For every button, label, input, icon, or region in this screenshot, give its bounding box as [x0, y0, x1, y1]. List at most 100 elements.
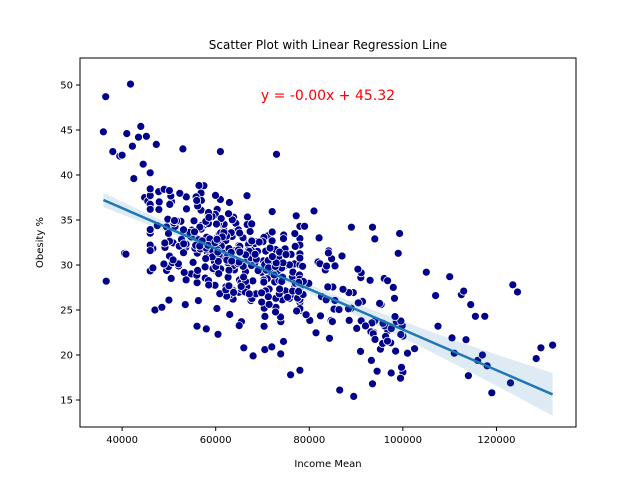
y-tick-label: 35: [60, 216, 73, 227]
data-point: [480, 311, 490, 321]
data-point: [192, 278, 202, 288]
data-point: [370, 234, 380, 244]
data-point: [513, 287, 522, 297]
data-point: [366, 355, 376, 365]
y-tick-label: 25: [60, 306, 73, 317]
data-point: [391, 346, 401, 356]
data-point: [204, 280, 214, 290]
data-point: [224, 198, 234, 207]
data-point: [267, 207, 277, 217]
data-point: [122, 129, 132, 139]
data-point: [179, 239, 189, 249]
chart-title: Scatter Plot with Linear Regression Line: [209, 38, 447, 52]
data-point: [506, 378, 515, 388]
data-point: [248, 276, 258, 286]
data-point: [390, 293, 399, 303]
data-point: [275, 284, 285, 294]
data-point: [263, 292, 273, 302]
data-point: [151, 139, 161, 149]
y-tick-label: 30: [60, 261, 73, 272]
data-point: [188, 257, 198, 267]
data-point: [216, 214, 226, 224]
data-point: [159, 259, 169, 269]
data-point: [353, 264, 363, 274]
data-point: [192, 321, 202, 331]
data-point: [178, 144, 188, 154]
data-point: [290, 229, 300, 239]
data-point: [229, 287, 239, 297]
data-point: [194, 181, 204, 190]
data-point: [164, 186, 174, 196]
data-point: [286, 370, 296, 380]
data-point: [279, 234, 288, 244]
data-point: [295, 365, 305, 375]
data-point: [212, 219, 221, 229]
data-point: [403, 348, 412, 358]
data-point: [395, 229, 405, 238]
data-point: [166, 273, 176, 283]
axes: 40000 60000 80000 100000 120000 15 20 25 30 35 40 4…: [60, 81, 515, 447]
data-point: [531, 354, 541, 364]
data-point: [99, 127, 108, 137]
data-point: [390, 312, 400, 322]
data-point: [294, 286, 304, 296]
y-tick-label: 50: [60, 81, 73, 92]
x-tick-label: 120000: [477, 435, 515, 446]
data-point: [410, 344, 420, 354]
data-point: [245, 227, 255, 236]
data-point: [224, 265, 234, 275]
data-point: [267, 252, 277, 262]
data-point: [180, 300, 190, 310]
data-point: [271, 307, 280, 317]
data-point: [248, 351, 258, 361]
data-point: [334, 305, 344, 315]
data-point: [259, 321, 269, 331]
data-point: [211, 190, 220, 200]
data-point: [445, 272, 455, 282]
data-point: [433, 321, 443, 331]
data-point: [272, 149, 281, 159]
data-point: [201, 324, 211, 334]
data-point: [250, 249, 260, 259]
data-point: [145, 246, 155, 256]
data-point: [461, 335, 471, 345]
data-point: [322, 261, 332, 271]
y-axis-label: Obesity %: [35, 217, 46, 268]
data-point: [267, 342, 277, 352]
y-tick-label: 15: [60, 396, 73, 407]
data-point: [138, 159, 148, 169]
data-point: [337, 251, 347, 261]
data-point: [168, 255, 178, 265]
data-point: [201, 254, 211, 264]
data-point: [311, 328, 321, 338]
plot-area: [99, 79, 557, 416]
data-point: [108, 147, 118, 157]
data-point: [154, 205, 164, 214]
data-point: [327, 317, 337, 327]
data-point: [338, 284, 348, 294]
data-point: [383, 276, 393, 286]
data-point: [386, 368, 396, 378]
data-point: [361, 321, 370, 331]
data-point: [189, 216, 199, 226]
data-point: [212, 304, 222, 313]
data-point: [316, 311, 325, 321]
data-point: [145, 168, 155, 178]
data-point: [368, 222, 377, 232]
data-point: [353, 298, 363, 308]
data-point: [257, 288, 267, 298]
data-point: [477, 350, 487, 360]
data-point: [325, 333, 334, 343]
data-point: [396, 330, 406, 339]
data-point: [164, 295, 174, 305]
data-point: [157, 302, 167, 312]
data-point: [165, 199, 175, 209]
data-point: [536, 343, 546, 353]
data-point: [431, 291, 441, 301]
x-tick-label: 40000: [106, 435, 138, 446]
data-point: [276, 349, 286, 359]
data-point: [259, 277, 269, 287]
data-point: [170, 216, 179, 226]
data-point: [279, 337, 288, 346]
data-point: [421, 267, 431, 277]
